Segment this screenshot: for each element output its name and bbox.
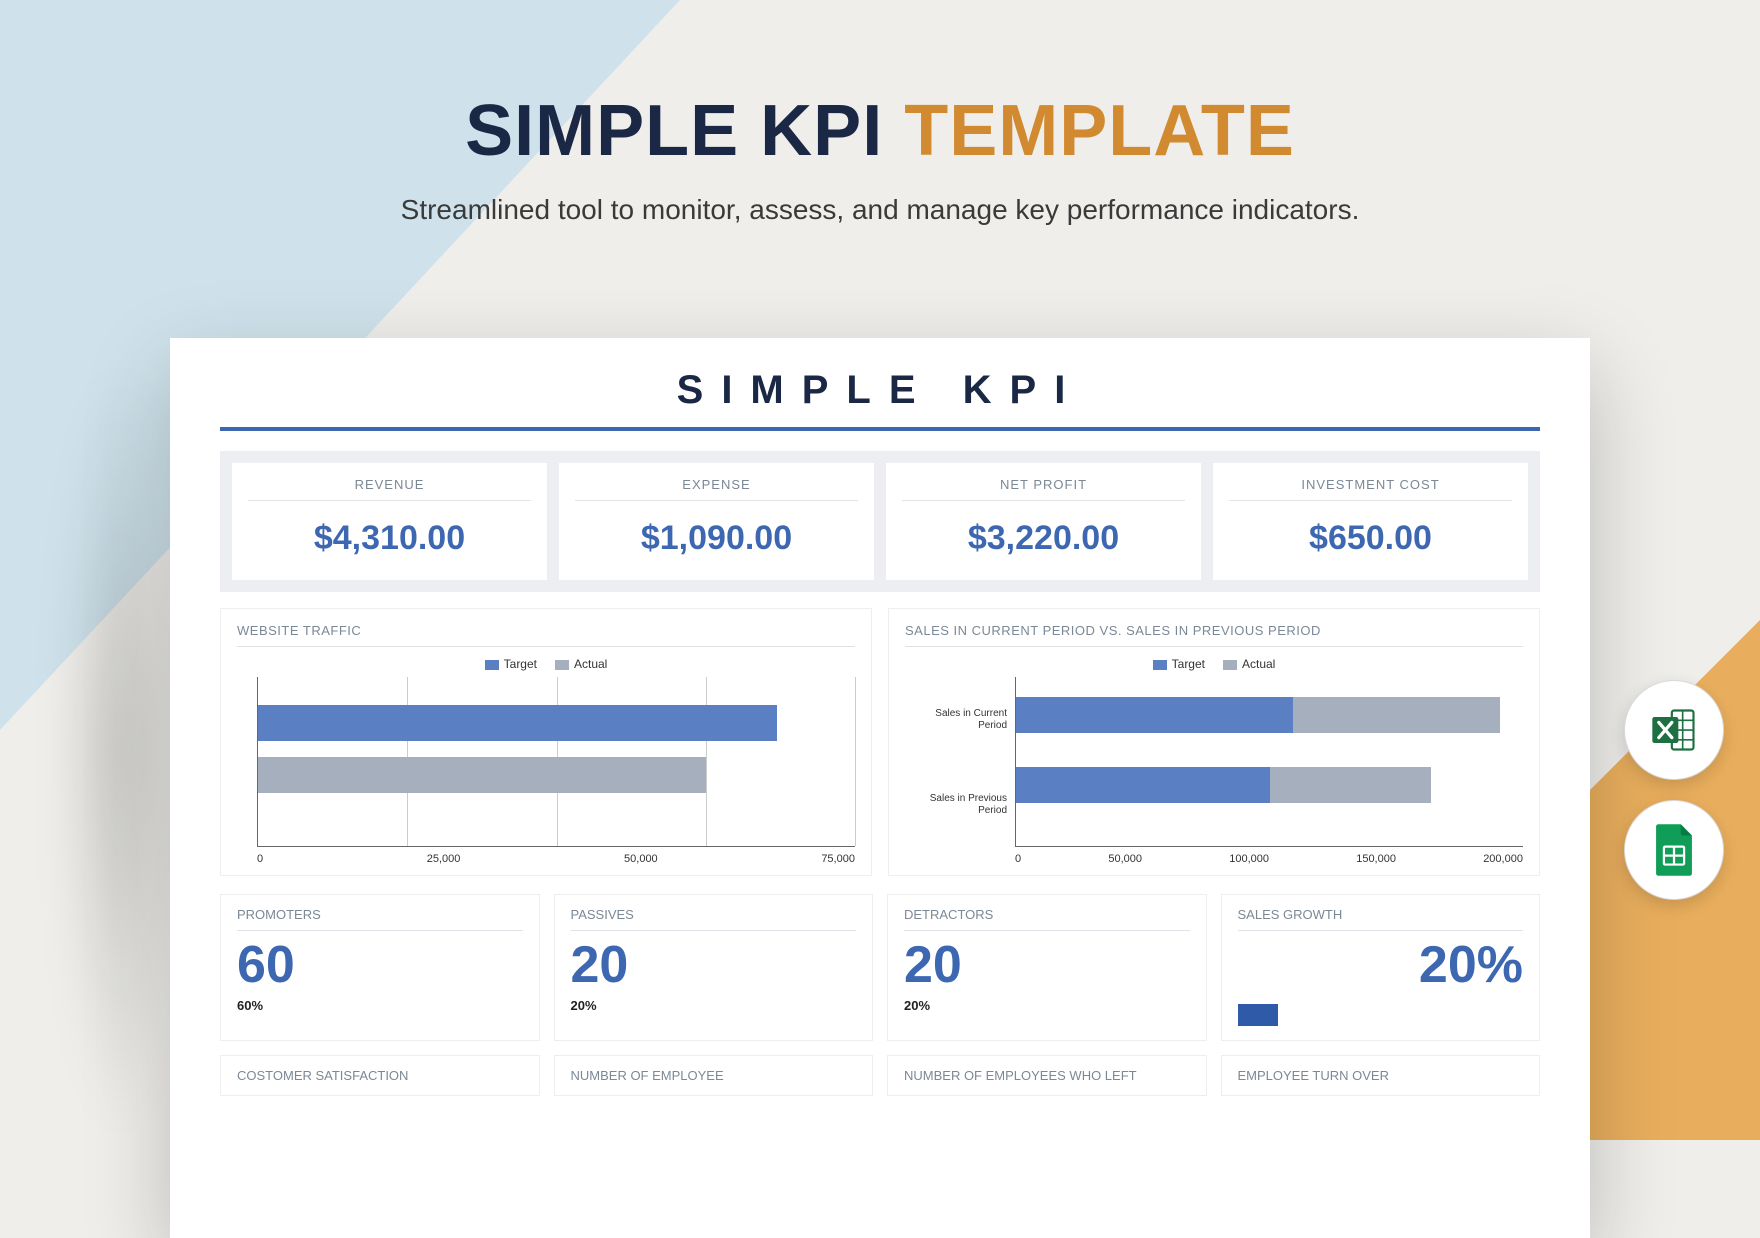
chart-plot [257,677,855,847]
metric-label: NET PROFIT [902,477,1185,501]
metric-value: $4,310.00 [248,519,531,558]
excel-icon-button[interactable] [1624,680,1724,780]
excel-icon [1648,704,1700,756]
tick-labels: 050,000100,000150,000200,000 [1015,853,1523,865]
kpi-sales-growth: SALES GROWTH 20% [1221,894,1541,1041]
legend-target: Target [485,657,537,671]
legend-target: Target [1153,657,1205,671]
charts-row: WEBSITE TRAFFIC Target Actual 025,00050,… [220,608,1540,876]
format-icons [1624,680,1724,900]
label-customer-satisfaction: COSTOMER SATISFACTION [220,1055,540,1096]
kpi-sheet: SIMPLE KPI REVENUE $4,310.00 EXPENSE $1,… [170,338,1590,1238]
metric-card-net-profit: NET PROFIT $3,220.00 [886,463,1201,580]
kpi-detractors: DETRACTORS 20 20% [887,894,1207,1041]
kpi-label: PROMOTERS [237,907,523,931]
metric-cards-row: REVENUE $4,310.00 EXPENSE $1,090.00 NET … [220,451,1540,592]
metric-card-expense: EXPENSE $1,090.00 [559,463,874,580]
legend-actual: Actual [1223,657,1275,671]
kpi-row: PROMOTERS 60 60% PASSIVES 20 20% DETRACT… [220,894,1540,1041]
bar-target [1016,767,1270,803]
chart-legend: Target Actual [237,657,855,671]
metric-value: $3,220.00 [902,519,1185,558]
sheet-divider [220,427,1540,431]
bar-target [258,705,777,741]
sheet-shadow [60,360,180,1140]
chart-plot [1015,677,1523,847]
kpi-promoters: PROMOTERS 60 60% [220,894,540,1041]
sheets-icon-button[interactable] [1624,800,1724,900]
metric-value: $1,090.00 [575,519,858,558]
chart-title: WEBSITE TRAFFIC [237,623,855,647]
legend-actual: Actual [555,657,607,671]
label-employee-turnover: EMPLOYEE TURN OVER [1221,1055,1541,1096]
chart-body [237,677,855,847]
kpi-value: 60 [237,937,523,994]
metric-card-investment: INVESTMENT COST $650.00 [1213,463,1528,580]
y-axis-labels: Sales in Current PeriodSales in Previous… [905,677,1015,847]
label-employees-left: NUMBER OF EMPLOYEES WHO LEFT [887,1055,1207,1096]
bar-actual [258,757,706,793]
page-title: SIMPLE KPI TEMPLATE [0,90,1760,172]
bottom-labels-row: COSTOMER SATISFACTION NUMBER OF EMPLOYEE… [220,1055,1540,1096]
kpi-label: SALES GROWTH [1238,907,1524,931]
kpi-value: 20 [571,937,857,994]
metric-label: INVESTMENT COST [1229,477,1512,501]
metric-value: $650.00 [1229,519,1512,558]
metric-card-revenue: REVENUE $4,310.00 [232,463,547,580]
kpi-mini-bar [1238,1004,1278,1026]
kpi-sub: 20% [571,998,857,1013]
website-traffic-chart: WEBSITE TRAFFIC Target Actual 025,00050,… [220,608,872,876]
title-part2: TEMPLATE [904,91,1295,171]
chart-title: SALES IN CURRENT PERIOD VS. SALES IN PRE… [905,623,1523,647]
sheets-icon [1651,822,1697,878]
kpi-value: 20% [1238,937,1524,994]
hero-section: SIMPLE KPI TEMPLATE Streamlined tool to … [0,0,1760,226]
tick-labels: 025,00050,00075,000 [257,853,855,865]
bar-target [1016,697,1293,733]
chart-legend: Target Actual [905,657,1523,671]
chart-body: Sales in Current PeriodSales in Previous… [905,677,1523,847]
kpi-sub: 60% [237,998,523,1013]
kpi-sub: 20% [904,998,1190,1013]
metric-label: REVENUE [248,477,531,501]
kpi-label: PASSIVES [571,907,857,931]
title-part1: SIMPLE KPI [465,91,883,171]
x-axis-ticks: 050,000100,000150,000200,000 [905,853,1523,865]
kpi-passives: PASSIVES 20 20% [554,894,874,1041]
kpi-label: DETRACTORS [904,907,1190,931]
sales-comparison-chart: SALES IN CURRENT PERIOD VS. SALES IN PRE… [888,608,1540,876]
page-subtitle: Streamlined tool to monitor, assess, and… [0,194,1760,226]
sheet-title: SIMPLE KPI [220,368,1540,413]
metric-label: EXPENSE [575,477,858,501]
kpi-value: 20 [904,937,1190,994]
y-axis-labels [237,677,257,847]
x-axis-ticks: 025,00050,00075,000 [237,853,855,865]
label-number-employee: NUMBER OF EMPLOYEE [554,1055,874,1096]
